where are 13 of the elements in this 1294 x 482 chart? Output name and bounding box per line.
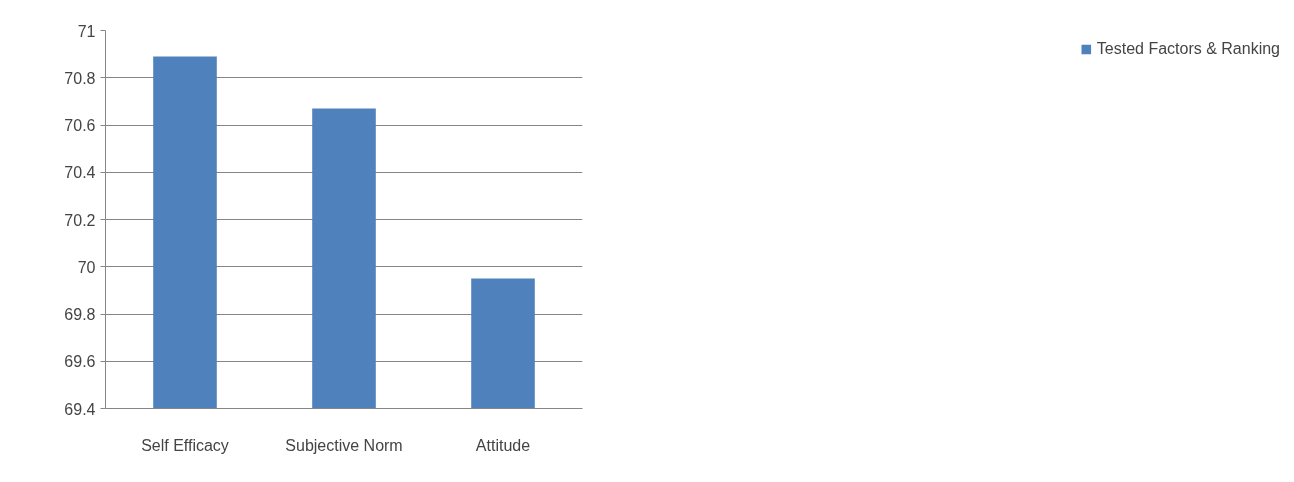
x-tick-label: Attitude — [475, 436, 531, 454]
y-tick-label: 70 — [77, 258, 96, 276]
y-tick-label: 69.6 — [64, 353, 96, 371]
y-tick-label: 70.8 — [64, 69, 96, 87]
x-tick-label: Subjective Norm — [285, 436, 403, 454]
x-tick-label: Self Efficacy — [141, 436, 229, 454]
legend-label: Tested Factors & Ranking — [1096, 40, 1280, 58]
y-tick-label: 71 — [77, 22, 96, 40]
y-tick-label: 69.8 — [64, 306, 96, 323]
y-tick-label: 69.4 — [64, 400, 96, 418]
y-tick-label: 70.6 — [64, 117, 96, 134]
y-tick-label: 70.2 — [64, 211, 96, 229]
y-tick-label: 70.4 — [64, 164, 96, 182]
